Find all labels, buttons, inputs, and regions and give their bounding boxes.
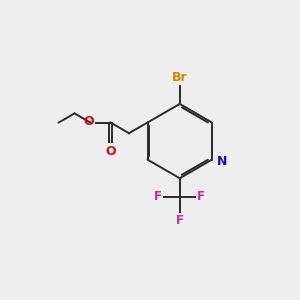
Text: F: F [197,190,205,203]
Text: O: O [105,145,116,158]
Text: F: F [154,190,162,203]
Text: N: N [217,154,228,168]
Text: O: O [83,115,94,128]
Text: Br: Br [172,71,188,84]
Text: F: F [176,214,184,227]
